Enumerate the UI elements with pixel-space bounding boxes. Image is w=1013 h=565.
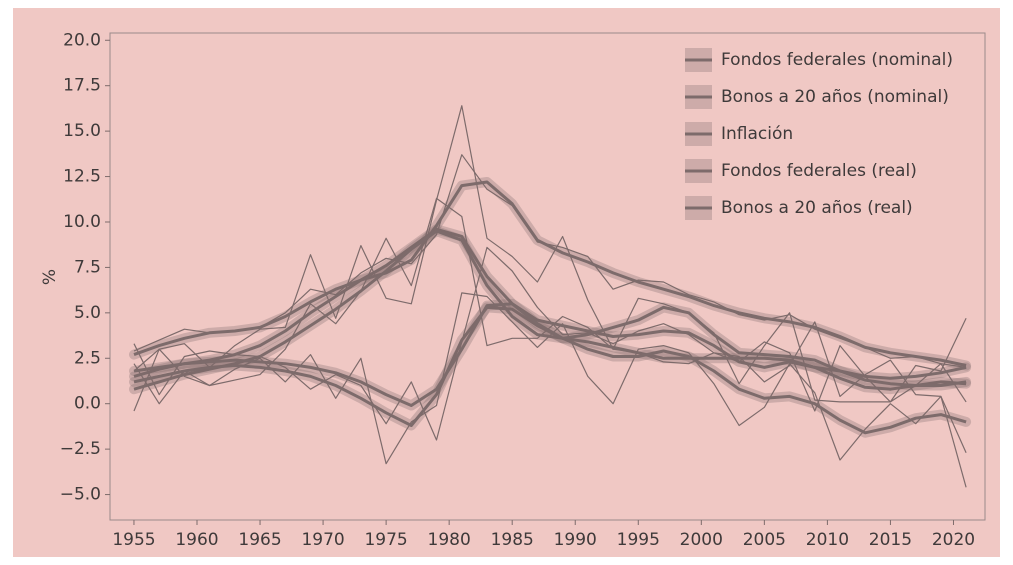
y-axis-label: % [40, 269, 60, 285]
trend-line [133, 227, 967, 391]
x-tick-label: 1980 [428, 530, 471, 550]
y-tick-label: −5.0 [60, 485, 101, 505]
x-tick-label: 1955 [112, 530, 155, 550]
y-tick-label: 15.0 [63, 121, 101, 141]
y-tick-label: 5.0 [74, 303, 101, 323]
x-tick-label: 1995 [617, 530, 660, 550]
y-tick-label: 12.5 [63, 167, 101, 187]
x-tick-label: 2020 [932, 530, 975, 550]
raw-line [133, 154, 967, 368]
legend-label: Bonos a 20 años (real) [721, 198, 913, 218]
legend-label: Bonos a 20 años (nominal) [721, 87, 949, 107]
x-tick-label: 1960 [175, 530, 218, 550]
background [13, 8, 1000, 557]
x-tick-label: 2010 [806, 530, 849, 550]
x-tick-label: 1970 [301, 530, 344, 550]
legend: Fondos federales (nominal) Bonos a 20 año… [685, 48, 953, 220]
plot-frame [109, 32, 986, 521]
legend-label: Fondos federales (nominal) [721, 50, 953, 70]
y-tick-label: 10.0 [63, 212, 101, 232]
legend-label: Fondos federales (real) [721, 161, 917, 181]
x-tick-label: 2005 [743, 530, 786, 550]
y-tick-label: 20.0 [63, 30, 101, 50]
trend-line [133, 229, 967, 391]
y-tick-label: −2.5 [60, 439, 101, 459]
x-tick-label: 1990 [554, 530, 597, 550]
y-tick-label: 17.5 [63, 76, 101, 96]
y-tick-label: 7.5 [74, 257, 101, 277]
x-tick-label: 1985 [491, 530, 534, 550]
y-tick-label: 0.0 [74, 394, 101, 414]
x-tick-label: 1975 [364, 530, 407, 550]
trend-line [133, 180, 967, 367]
x-tick-label: 2015 [869, 530, 912, 550]
x-tick-label: 2000 [680, 530, 723, 550]
legend-label: Inflación [721, 124, 793, 144]
y-tick-label: 2.5 [74, 348, 101, 368]
x-tick-label: 1965 [238, 530, 281, 550]
raw-line [133, 105, 967, 403]
trend-line [133, 302, 967, 407]
